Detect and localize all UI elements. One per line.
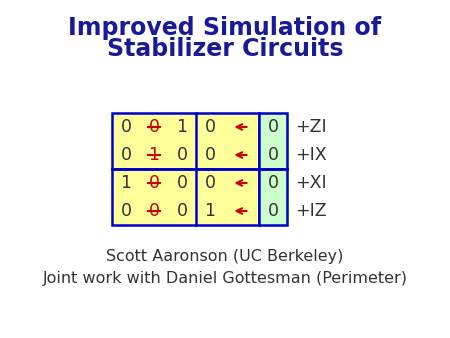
Text: +IX: +IX <box>295 146 327 164</box>
Text: Scott Aaronson (UC Berkeley): Scott Aaronson (UC Berkeley) <box>106 248 344 264</box>
Text: Joint work with Daniel Gottesman (Perimeter): Joint work with Daniel Gottesman (Perime… <box>42 270 408 286</box>
Text: 1: 1 <box>204 202 216 220</box>
Text: 0: 0 <box>148 202 159 220</box>
Bar <box>259 169 287 225</box>
Text: Improved Simulation of: Improved Simulation of <box>68 16 382 40</box>
Text: 0: 0 <box>176 174 188 192</box>
Text: 0: 0 <box>204 174 216 192</box>
Text: +IZ: +IZ <box>295 202 327 220</box>
Text: 0: 0 <box>204 146 216 164</box>
Text: +XI: +XI <box>295 174 327 192</box>
Text: 0: 0 <box>204 118 216 136</box>
Text: 0: 0 <box>267 202 279 220</box>
Text: 0: 0 <box>148 174 159 192</box>
Text: 0: 0 <box>121 146 131 164</box>
Text: 0: 0 <box>176 146 188 164</box>
Text: 0: 0 <box>176 202 188 220</box>
Text: 1: 1 <box>148 146 159 164</box>
Bar <box>259 113 287 169</box>
Text: 0: 0 <box>267 118 279 136</box>
Bar <box>112 113 259 169</box>
Text: 0: 0 <box>121 118 131 136</box>
Text: Stabilizer Circuits: Stabilizer Circuits <box>107 37 343 61</box>
Text: +ZI: +ZI <box>295 118 327 136</box>
Text: 1: 1 <box>121 174 131 192</box>
Bar <box>112 169 259 225</box>
Text: 0: 0 <box>267 146 279 164</box>
Text: 0: 0 <box>121 202 131 220</box>
Text: 1: 1 <box>176 118 188 136</box>
Text: 0: 0 <box>267 174 279 192</box>
Text: 0: 0 <box>148 118 159 136</box>
